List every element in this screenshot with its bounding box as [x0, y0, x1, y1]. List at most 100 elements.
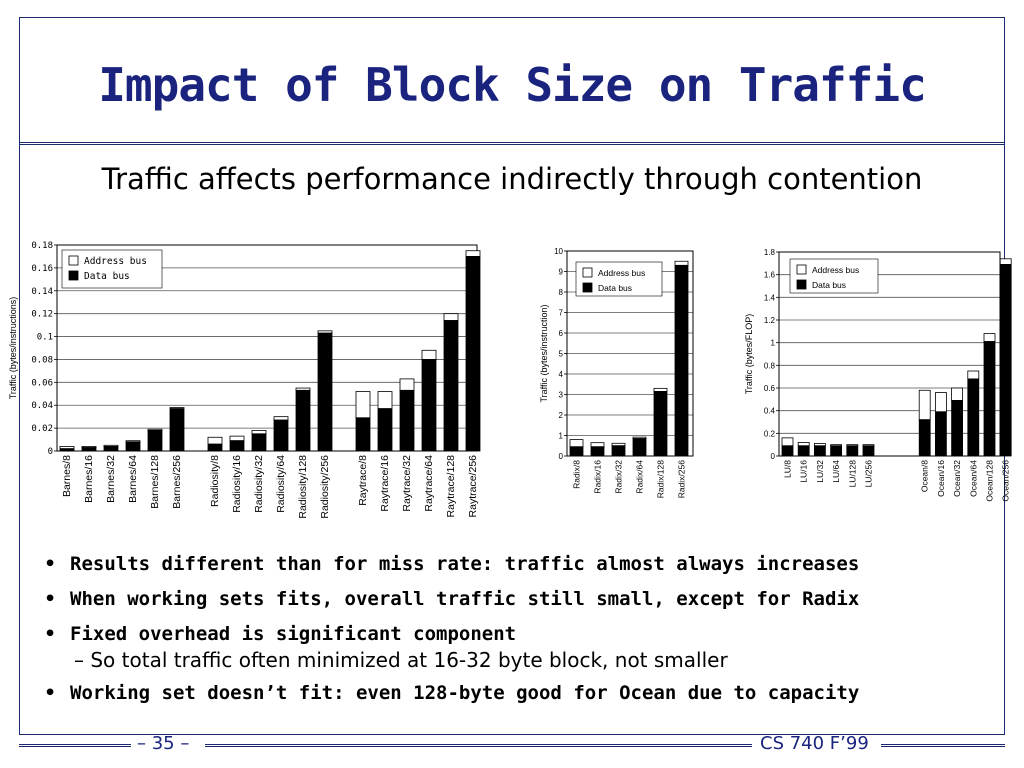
address-bus-bar	[399, 378, 415, 391]
legend-swatch-address	[582, 267, 593, 278]
data-bus-bar	[674, 264, 689, 457]
y-tick-label: 0	[48, 447, 53, 457]
data-bus-bar	[590, 446, 605, 457]
y-tick-label: 9	[559, 268, 564, 277]
data-bus-bar	[251, 433, 267, 452]
address-bus-bar	[273, 416, 289, 421]
data-bus-bar	[653, 391, 668, 457]
x-category-label: LU/256	[864, 460, 874, 488]
address-bus-bar	[653, 387, 668, 392]
address-bus-bar	[999, 258, 1012, 265]
y-tick-label: 4	[559, 370, 564, 379]
x-category-label: Raytrace/256	[467, 455, 479, 518]
y-tick-label: 0	[771, 452, 776, 461]
y-tick-label: 2	[559, 411, 564, 420]
x-category-label: Ocean/256	[1001, 460, 1011, 502]
legend-label-address: Address bus	[84, 256, 147, 267]
y-tick-label: 1.4	[764, 293, 776, 302]
y-axis-label: Traffic (bytes/FLOP)	[744, 314, 754, 395]
data-bus-bar	[147, 429, 163, 452]
y-tick-label: 0.18	[31, 241, 53, 251]
data-bus-bar	[229, 440, 245, 452]
y-tick-label: 7	[559, 309, 564, 318]
legend-swatch-address	[796, 264, 807, 275]
data-bus-bar	[999, 264, 1012, 457]
address-bus-bar	[590, 442, 605, 448]
y-tick-label: 0	[559, 452, 564, 461]
x-category-label: Radix/32	[614, 460, 624, 494]
x-category-label: Raytrace/32	[401, 455, 413, 512]
address-bus-bar	[569, 439, 584, 448]
y-tick-label: 0.8	[764, 361, 776, 370]
address-bus-bar	[951, 387, 963, 401]
sub-bullet-text: So total traffic often minimized at 16-3…	[90, 648, 728, 672]
y-tick-label: 1.6	[764, 271, 776, 280]
slide-subtitle: Traffic affects performance indirectly t…	[101, 162, 923, 196]
legend-swatch-address	[68, 255, 79, 266]
bullet-text: Results different than for miss rate: tr…	[70, 553, 860, 575]
bullet-marker: •	[44, 682, 57, 704]
y-tick-label: 3	[559, 391, 564, 400]
bullet-text: Working set doesn’t fit: even 128-byte g…	[70, 682, 860, 704]
x-category-label: Radiosity/128	[297, 455, 309, 519]
data-bus-bar	[81, 447, 97, 452]
data-bus-bar	[295, 389, 311, 452]
data-bus-bar	[611, 445, 626, 457]
x-category-label: LU/128	[847, 460, 857, 488]
data-bus-bar	[317, 332, 333, 452]
bullet-marker: •	[44, 623, 57, 645]
legend-label-data: Data bus	[598, 283, 632, 293]
data-bus-bar	[421, 359, 437, 452]
y-tick-label: 6	[559, 329, 564, 338]
legend-label-data: Data bus	[812, 280, 846, 290]
slide-title: Impact of Block Size on Traffic	[98, 58, 927, 112]
bullet-marker: •	[44, 588, 57, 610]
footer-line-right	[881, 744, 1005, 747]
footer-line-left	[19, 744, 131, 747]
y-tick-label: 0.2	[764, 429, 776, 438]
y-axis-label: Traffic (bytes/instruction)	[539, 304, 549, 402]
x-category-label: Radiosity/256	[319, 455, 331, 519]
x-category-label: Ocean/8	[920, 460, 930, 492]
x-category-label: Radiosity/16	[231, 455, 243, 513]
address-bus-bar	[797, 441, 810, 447]
data-bus-bar	[59, 448, 75, 452]
bullet-marker: •	[44, 553, 57, 575]
y-tick-label: 1	[771, 339, 776, 348]
address-bus-bar	[918, 389, 931, 421]
y-tick-label: 0.1	[37, 333, 53, 343]
address-bus-bar	[983, 333, 996, 342]
legend-box	[61, 249, 163, 289]
x-category-label: Radix/128	[656, 460, 666, 499]
plot-frame	[566, 250, 694, 457]
sub-bullet-item: – So total traffic often minimized at 16…	[44, 647, 1004, 677]
data-bus-bar	[935, 411, 947, 457]
x-category-label: Radiosity/8	[209, 455, 221, 507]
address-bus-bar	[377, 391, 393, 410]
y-tick-label: 5	[559, 350, 564, 359]
data-bus-bar	[207, 443, 223, 452]
legend-label-address: Address bus	[812, 265, 859, 275]
bullet-text: When working sets fits, overall traffic …	[70, 588, 860, 610]
x-category-label: Ocean/32	[952, 460, 962, 497]
bullet-item: • Fixed overhead is significant component	[44, 618, 1004, 653]
x-category-label: Radix/256	[677, 460, 687, 499]
data-bus-bar	[443, 320, 459, 452]
bullet-item: • When working sets fits, overall traffic…	[44, 583, 1004, 618]
address-bus-bar	[781, 437, 794, 447]
data-bus-bar	[846, 445, 859, 457]
data-bus-bar	[377, 408, 393, 452]
x-category-label: Barnes/32	[105, 455, 117, 503]
x-category-label: Radix/8	[572, 460, 582, 489]
data-bus-bar	[273, 419, 289, 452]
x-category-label: Radix/16	[593, 460, 603, 494]
x-category-label: LU/32	[815, 460, 825, 483]
x-category-label: Barnes/64	[127, 455, 139, 503]
x-category-label: Barnes/16	[83, 455, 95, 503]
title-divider	[19, 142, 1005, 145]
y-tick-label: 0.04	[31, 401, 53, 411]
x-category-label: Barnes/128	[149, 455, 161, 509]
page-number: – 35 –	[137, 733, 190, 754]
data-bus-bar	[983, 341, 996, 457]
